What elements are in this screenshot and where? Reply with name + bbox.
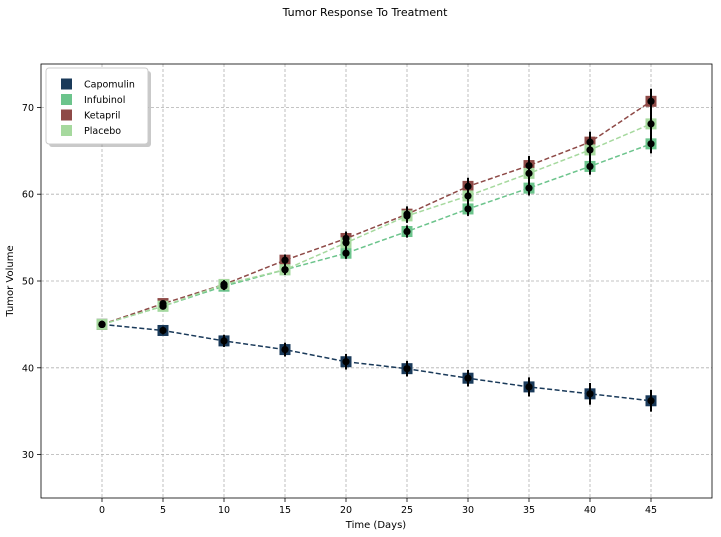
x-tick-label: 30 <box>462 505 474 516</box>
legend: Capomulin Infubinol Ketapril Placebo <box>45 67 151 147</box>
y-axis-label: Tumor Volume <box>5 245 16 317</box>
error-bar-marker <box>281 345 289 354</box>
series-line <box>101 143 652 326</box>
error-bar-marker <box>220 280 228 289</box>
legend-swatch-capomulin <box>61 78 72 90</box>
x-tick-label: 5 <box>160 505 166 516</box>
error-bar-marker <box>403 227 411 236</box>
series-infubinol <box>96 138 657 330</box>
series-line <box>101 323 652 402</box>
error-bar-marker <box>586 146 594 154</box>
error-bar-marker <box>647 140 655 148</box>
error-bar-marker <box>403 365 411 373</box>
grid-lines <box>41 64 712 498</box>
error-bar-marker <box>525 184 533 192</box>
x-tick-label: 35 <box>523 505 535 516</box>
error-bar-marker <box>342 249 350 257</box>
series-line <box>101 123 652 326</box>
x-axis-label: Time (Days) <box>345 520 407 531</box>
errorbars-placebo <box>98 113 655 328</box>
legend-label-placebo: Placebo <box>84 126 121 137</box>
error-bar-marker <box>586 162 594 171</box>
error-bar-marker <box>281 266 289 274</box>
error-bar-marker <box>586 390 594 398</box>
x-tick-label: 15 <box>279 505 291 516</box>
error-bar-marker <box>159 326 167 335</box>
chart-title: Tumor Response To Treatment <box>282 6 449 19</box>
x-tick-label: 45 <box>645 505 657 516</box>
error-bar-marker <box>464 374 472 382</box>
y-tick-label: 70 <box>22 103 34 114</box>
series-line <box>101 100 652 326</box>
error-bar-marker <box>464 205 472 213</box>
y-tick-label: 30 <box>22 450 34 461</box>
error-bar-marker <box>464 192 472 200</box>
errorbars-ketapril <box>98 88 655 328</box>
error-bar-marker <box>525 169 533 177</box>
error-bar-marker <box>342 239 350 247</box>
error-bar-marker <box>342 358 350 366</box>
error-bar-marker <box>220 337 228 345</box>
series-ketapril <box>96 95 657 330</box>
legend-swatch-infubinol <box>61 94 72 105</box>
error-bar-marker <box>403 212 411 220</box>
legend-label-infubinol: Infubinol <box>84 95 125 106</box>
legend-swatch-ketapril <box>61 109 72 121</box>
y-tick-label: 60 <box>22 190 34 201</box>
error-bar-marker <box>525 383 533 391</box>
x-tick-label: 0 <box>99 505 105 516</box>
y-tick-label: 50 <box>22 277 34 288</box>
error-bar-marker <box>159 302 167 310</box>
series-layer <box>96 88 657 412</box>
x-tick-label: 40 <box>584 505 596 516</box>
error-bar-marker <box>647 120 655 128</box>
error-bar-marker <box>647 97 655 105</box>
x-tick-label: 10 <box>218 505 230 516</box>
y-tick-label: 40 <box>22 363 34 374</box>
errorbars-capomulin <box>98 320 655 412</box>
error-bar-marker <box>281 256 289 264</box>
series-capomulin <box>96 318 657 407</box>
error-bar-marker <box>647 397 655 405</box>
legend-swatch-placebo <box>61 125 72 136</box>
x-tick-label: 20 <box>340 505 352 516</box>
legend-label-ketapril: Ketapril <box>84 111 120 122</box>
axis-ticks: 0 5 10 15 20 25 30 35 40 45 30 40 50 60 70 <box>22 103 657 516</box>
legend-label-capomulin: Capomulin <box>84 80 135 91</box>
legend-entries: Capomulin Infubinol Ketapril Placebo <box>61 78 135 137</box>
x-tick-label: 25 <box>401 505 413 516</box>
error-bar-marker <box>464 182 472 190</box>
error-bar-marker <box>98 320 106 328</box>
